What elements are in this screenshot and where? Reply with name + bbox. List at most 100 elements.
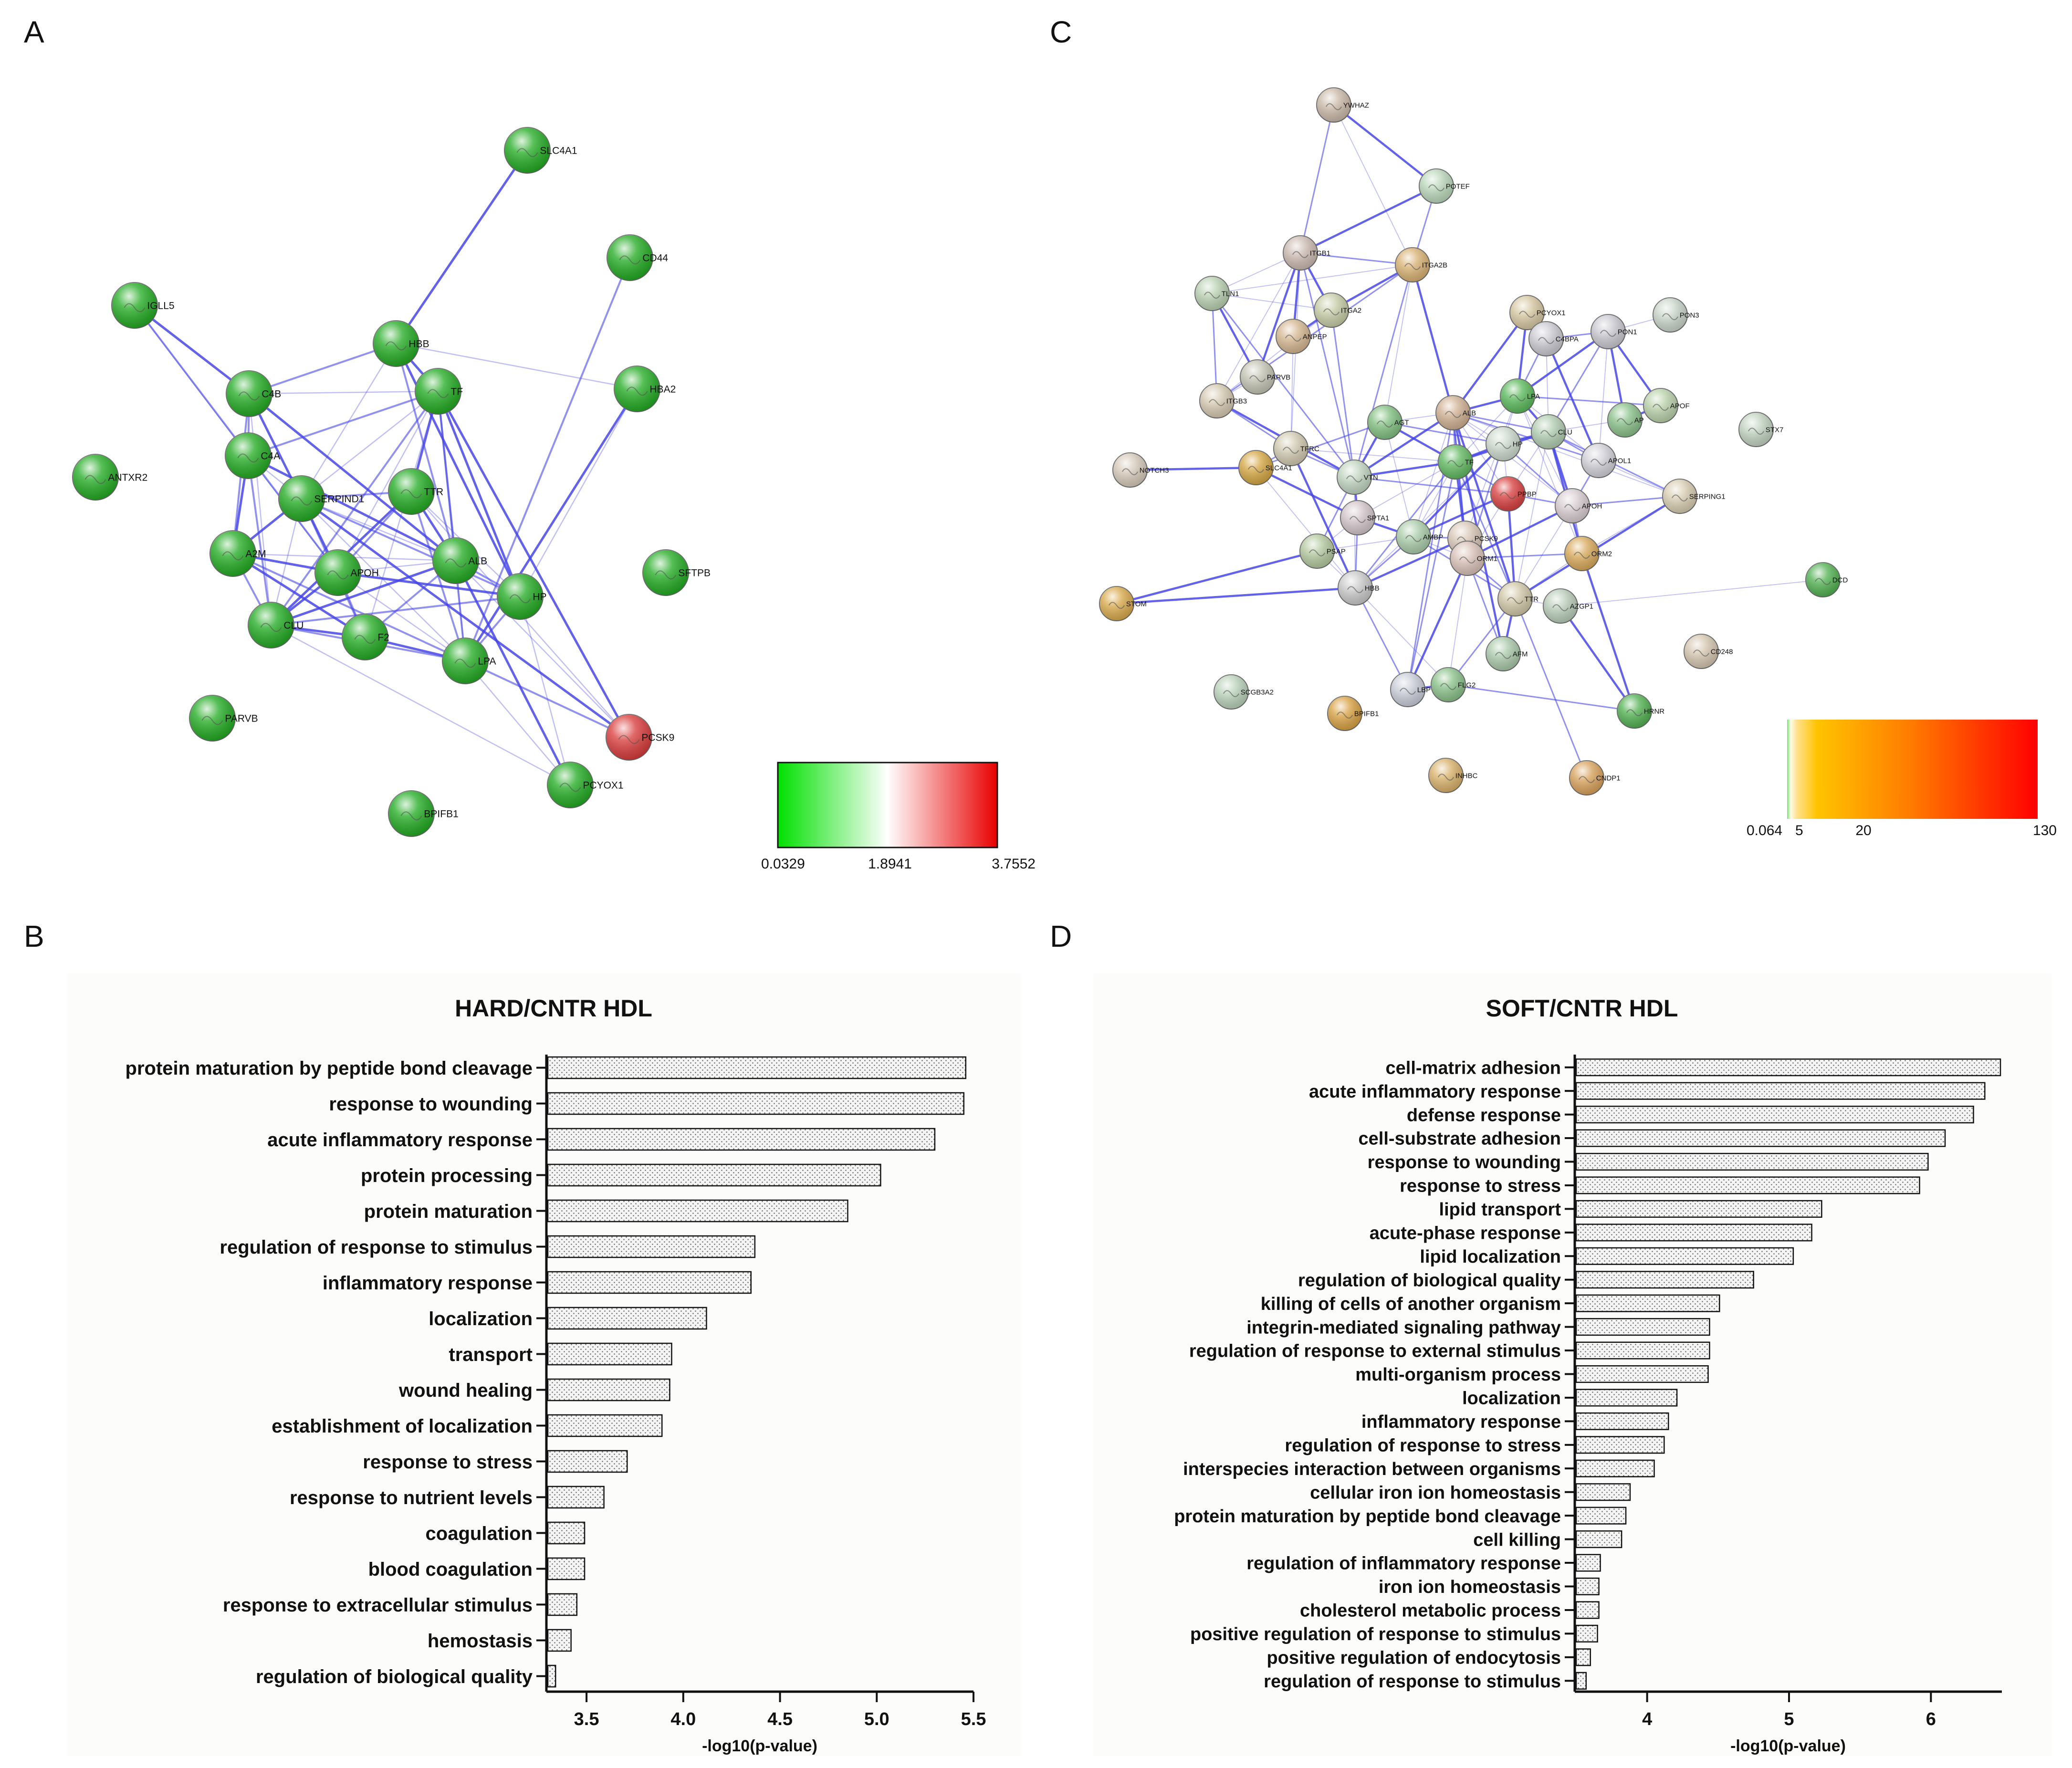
network-a-node-bpifb1[interactable]: BPIFB1 (388, 790, 459, 837)
network-a-node-clu[interactable]: CLU (248, 602, 303, 649)
network-c-node-ttr[interactable]: TTR (1497, 581, 1538, 617)
network-a-node-a2m[interactable]: A2M (209, 530, 266, 577)
network-c-node-lpa[interactable]: LPA (1500, 378, 1540, 414)
network-c-edge-c4bpa-apol1 (1545, 338, 1600, 461)
network-c-node-stom[interactable]: STOM (1099, 586, 1147, 621)
network-c-node-pcyox1[interactable]: PCYOX1 (1509, 295, 1566, 330)
network-a-node-apoh[interactable]: APOH (314, 549, 379, 596)
network-a-node-alb[interactable]: ALB (432, 537, 487, 584)
network-a-edge-tf-c4a (248, 390, 439, 457)
network-c-node-apof[interactable]: APOF (1643, 388, 1690, 423)
chart-d-label-positive-regulation-of-endocytosis: positive regulation of endocytosis (1266, 1648, 1561, 1668)
network-c-node-cndp1[interactable]: CNDP1 (1569, 760, 1621, 795)
network-c-node-apol1[interactable]: APOL1 (1581, 443, 1631, 478)
network-a-node-lpa[interactable]: LPA (442, 638, 496, 684)
network-c-node-itga2[interactable]: ITGA2 (1314, 293, 1361, 328)
network-c-node-hp[interactable]: HP (1486, 426, 1523, 461)
network-a-node-ttr[interactable]: TTR (388, 468, 443, 515)
network-c-edge-notch3-slc4a1 (1130, 466, 1256, 471)
chart-b-bar-protein-processing (547, 1163, 881, 1187)
network-c-node-scgb3a2[interactable]: SCGB3A2 (1214, 674, 1274, 710)
network-c-node-bpifb1[interactable]: BPIFB1 (1327, 696, 1379, 731)
chart-d-bar-regulation-of-response-to-stress (1575, 1436, 1665, 1454)
network-a-node-f2[interactable]: F2 (342, 614, 389, 660)
network-c-node-ap[interactable]: AP (1607, 402, 1644, 438)
network-c-node-pon1[interactable]: PON1 (1591, 314, 1637, 349)
network-c-node-afm[interactable]: AFM (1486, 636, 1528, 671)
chart-d-bar-acute-phase-response (1575, 1224, 1812, 1242)
chart-b-bar-response-to-extracellular-stimulus (547, 1593, 578, 1616)
network-a-node-label-hbb: HBB (408, 338, 429, 349)
network-a-node-sftpb[interactable]: SFTPB (642, 549, 711, 596)
chart-d-bar-response-to-wounding (1575, 1152, 1929, 1171)
network-c-node-cd248[interactable]: CD248 (1684, 634, 1733, 669)
chart-d-label-localization: localization (1462, 1389, 1561, 1409)
network-c-node-spta1[interactable]: SPTA1 (1340, 500, 1389, 535)
network-a-edge-alb-pcyox1 (454, 560, 572, 786)
network-c-node-ywhaz[interactable]: YWHAZ (1316, 87, 1369, 123)
chart-b-label-blood-coagulation: blood coagulation (368, 1559, 533, 1580)
network-a-node-hba2[interactable]: HBA2 (614, 366, 676, 412)
network-c-node-azgp1[interactable]: AZGP1 (1543, 588, 1593, 624)
network-a-node-serpind1[interactable]: SERPIND1 (278, 475, 364, 522)
network-c-node-c4bpa[interactable]: C4BPA (1528, 321, 1579, 356)
network-c-node-serping1[interactable]: SERPING1 (1662, 479, 1726, 514)
network-c-node-flg2[interactable]: FLG2 (1431, 667, 1476, 702)
network-a-node-antxr2[interactable]: ANTXR2 (72, 454, 147, 501)
network-c-node-inhbc[interactable]: INHBC (1428, 758, 1478, 793)
network-a-node-slc4a1[interactable]: SLC4A1 (504, 127, 577, 174)
chart-d-label-lipid-localization: lipid localization (1420, 1247, 1561, 1267)
network-c-node-ambp[interactable]: AMBP (1396, 519, 1443, 554)
network-c-node-hbb[interactable]: HBB (1338, 570, 1380, 606)
network-c-node-orm2[interactable]: ORM2 (1564, 536, 1612, 571)
network-c-node-tfrc[interactable]: TFRC (1273, 431, 1319, 466)
network-a-node-label-sftpb: SFTPB (678, 567, 711, 578)
network-c-node-pon3[interactable]: PON3 (1653, 297, 1699, 333)
network-a-edge-tf-pcsk9 (437, 390, 630, 738)
network-c-node-vtn[interactable]: VTN (1337, 460, 1378, 495)
network-a: SLC4A1 CD44 IGLL5 HBB HBA2 C4B TF C4A ANTXR2 SERP… (72, 127, 711, 837)
network-a-node-c4a[interactable]: C4A (225, 432, 280, 479)
network-c-edge-tf-spta1 (1357, 461, 1456, 518)
network-c-node-alb[interactable]: ALB (1435, 395, 1476, 430)
network-c-node-dcd[interactable]: DCD (1805, 562, 1848, 597)
network-c-node-hrnr[interactable]: HRNR (1617, 693, 1664, 729)
chart-b-bars (547, 1056, 967, 1688)
network-a-node-label-hp: HP (533, 591, 546, 602)
network-c-node-tln1[interactable]: TLN1 (1194, 276, 1239, 311)
panel-letter-d: D (1050, 919, 1072, 953)
network-c-node-tf[interactable]: TF (1438, 444, 1474, 480)
network-a-node-pcsk9[interactable]: PCSK9 (606, 714, 674, 761)
network-c-node-psap[interactable]: PSAP (1299, 534, 1346, 569)
network-c-node-clu[interactable]: CLU (1531, 414, 1572, 450)
network-c-node-itgb1[interactable]: ITGB1 (1283, 235, 1330, 271)
network-a-node-label-cd44: CD44 (642, 252, 668, 263)
network-c-node-agt[interactable]: AGT (1367, 405, 1409, 440)
chart-d-bar-protein-maturation-by-peptide-bond-cleavage (1575, 1506, 1627, 1525)
network-a-node-parvb[interactable]: PARVB (189, 695, 258, 742)
network-c-node-lbp[interactable]: LBP (1390, 672, 1431, 707)
network-c-edge-apoh-serping1 (1572, 495, 1680, 507)
network-a-edge-a2m-f2 (232, 552, 366, 638)
network-c-node-itga2b[interactable]: ITGA2B (1395, 247, 1447, 282)
network-c-node-anpep[interactable]: ANPEP (1276, 319, 1327, 354)
network-a-node-c4b[interactable]: C4B (226, 370, 281, 417)
network-c-node-orm1[interactable]: ORM1 (1450, 541, 1497, 576)
network-c-node-potef[interactable]: POTEF (1419, 168, 1470, 204)
network-a-node-hp[interactable]: HP (497, 573, 547, 620)
network-a-node-hbb[interactable]: HBB (373, 320, 429, 367)
network-c-node-ppbp[interactable]: PPBP (1490, 476, 1537, 512)
network-a-node-igll5[interactable]: IGLL5 (111, 282, 175, 329)
network-a-node-tf[interactable]: TF (415, 368, 463, 415)
chart-b-bar-response-to-wounding (547, 1092, 964, 1115)
network-c-node-itgb3[interactable]: ITGB3 (1199, 383, 1247, 418)
network-a-node-cd44[interactable]: CD44 (607, 234, 668, 281)
network-c-node-apoh[interactable]: APOH (1555, 488, 1602, 523)
network-c-node-notch3[interactable]: NOTCH3 (1112, 452, 1169, 488)
network-a-node-pcyox1[interactable]: PCYOX1 (547, 762, 624, 808)
chart-d-label-regulation-of-response-to-stress: regulation of response to stress (1285, 1436, 1561, 1456)
network-c-node-parvb[interactable]: PARVB (1240, 359, 1290, 395)
network-c-node-slc4a1[interactable]: SLC4A1 (1238, 450, 1292, 485)
network-c-edge-slc4a1-spta1 (1256, 466, 1358, 519)
network-c-node-stx7[interactable]: STX7 (1738, 412, 1783, 447)
